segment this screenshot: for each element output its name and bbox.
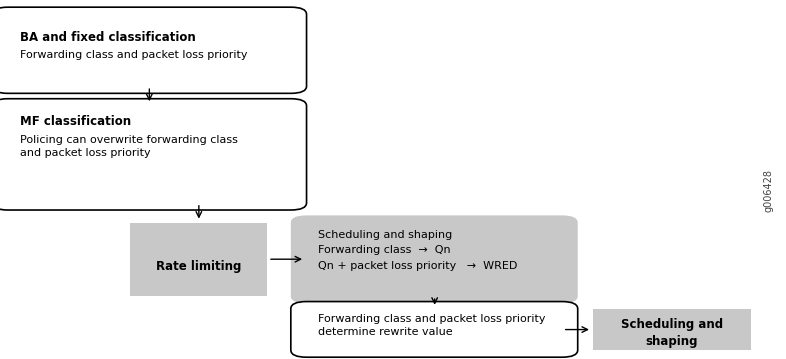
FancyBboxPatch shape <box>0 99 307 210</box>
Text: BA and fixed classification: BA and fixed classification <box>20 31 196 43</box>
Text: Forwarding class and packet loss priority: Forwarding class and packet loss priorit… <box>20 50 247 60</box>
Bar <box>593 309 751 350</box>
Text: Scheduling and
shaping: Scheduling and shaping <box>621 318 723 348</box>
Text: Forwarding class  →  Qn: Forwarding class → Qn <box>318 245 451 255</box>
Text: Rate limiting: Rate limiting <box>156 260 241 273</box>
Text: MF classification: MF classification <box>20 115 130 128</box>
FancyBboxPatch shape <box>0 7 307 93</box>
FancyBboxPatch shape <box>291 215 578 303</box>
FancyBboxPatch shape <box>291 302 578 357</box>
Bar <box>130 223 267 296</box>
Text: Scheduling and shaping: Scheduling and shaping <box>318 230 453 240</box>
Text: g006428: g006428 <box>764 169 773 212</box>
Text: Qn + packet loss priority   →  WRED: Qn + packet loss priority → WRED <box>318 261 518 271</box>
Text: Forwarding class and packet loss priority
determine rewrite value: Forwarding class and packet loss priorit… <box>318 314 545 337</box>
Text: Policing can overwrite forwarding class
and packet loss priority: Policing can overwrite forwarding class … <box>20 135 237 158</box>
